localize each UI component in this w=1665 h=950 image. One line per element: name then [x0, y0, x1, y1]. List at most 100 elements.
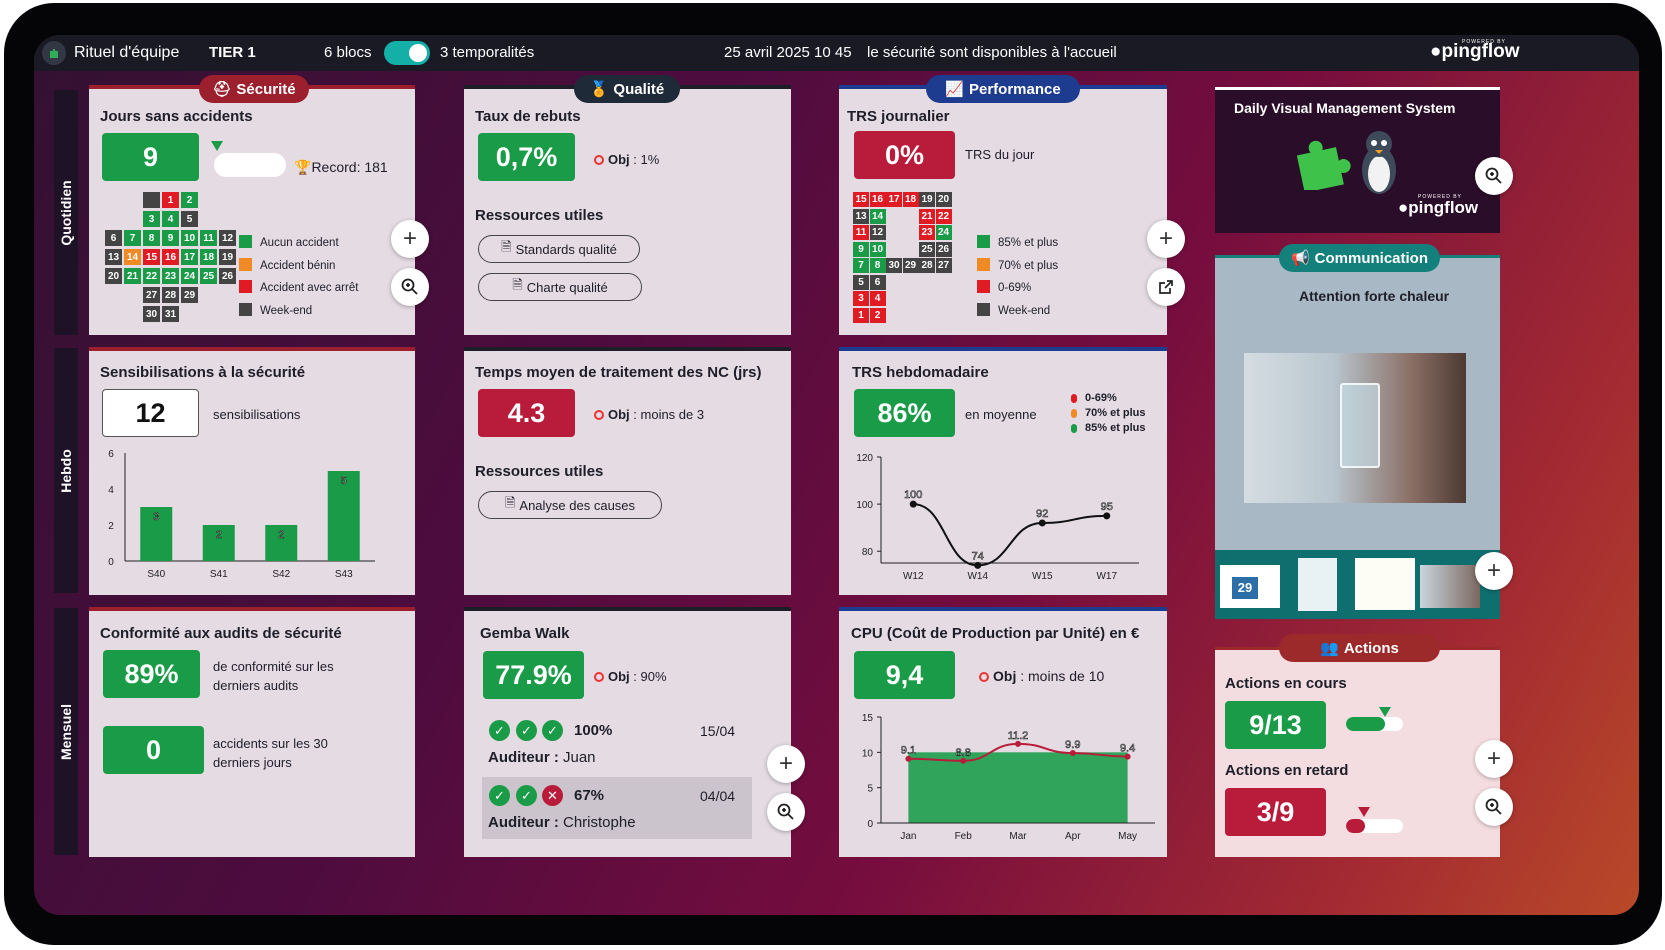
y-tick-label: 80: [862, 547, 874, 558]
add-button[interactable]: +: [767, 745, 805, 783]
trs-weekly-value: 86%: [854, 389, 955, 437]
resource-charte-qualite[interactable]: 🗎 Charte qualité: [478, 273, 642, 301]
device-frame: Rituel d'équipe TIER 1 6 blocs 3 tempora…: [4, 3, 1662, 945]
calendar-day: 9: [162, 230, 179, 246]
add-button[interactable]: +: [1475, 740, 1513, 778]
y-tick-label: 100: [856, 500, 873, 511]
audit-date: 15/04: [700, 723, 736, 739]
actions-late-bar: [1346, 819, 1403, 833]
calendar-day: [143, 192, 160, 208]
x-tick-label: May: [1118, 831, 1137, 842]
data-label: 74: [972, 550, 984, 562]
y-tick-label: 15: [862, 713, 874, 724]
data-point: [1069, 750, 1076, 757]
progress-marker-icon: [1379, 707, 1391, 717]
document-icon: 🗎: [512, 277, 523, 292]
thumbnail-calendar[interactable]: 29: [1220, 565, 1280, 608]
calendar-day: 10: [869, 241, 886, 257]
puzzle-icon: [1296, 140, 1351, 190]
row-label-weekly: Hebdo: [54, 348, 78, 593]
audit-score: 100%: [574, 722, 613, 739]
temporality-toggle[interactable]: [384, 41, 430, 65]
calendar-day: 6: [105, 230, 122, 246]
target-icon: [979, 672, 989, 682]
progress-marker-icon: [211, 141, 223, 151]
add-button[interactable]: +: [1147, 220, 1185, 258]
resource-standards-qualite[interactable]: 🗎 Standards qualité: [478, 235, 640, 263]
data-point: [960, 757, 967, 764]
cpu-area-chart: 0 5 10 15 9.1 Jan 8.8 Feb 11.2 Mar 9.9 Apr 9.4 May: [862, 713, 1155, 842]
legend-70-plus: 70% et plus: [1071, 407, 1146, 419]
calendar-day: 4: [869, 291, 886, 306]
tab-communication[interactable]: 📢 Communication: [1279, 244, 1440, 272]
zoom-icon[interactable]: [1475, 788, 1513, 826]
trs-daily-value: 0%: [854, 131, 955, 179]
record-value: 🏆Record: 181: [294, 159, 388, 175]
data-label: 92: [1036, 508, 1048, 520]
bar: [202, 525, 235, 561]
external-link-icon[interactable]: [1147, 268, 1185, 306]
calendar-day: 21: [124, 268, 141, 284]
calendar-day: 12: [869, 225, 886, 240]
y-tick-label: 2: [108, 521, 114, 532]
app-logo-icon[interactable]: [42, 41, 66, 65]
calendar-day: 31: [162, 306, 179, 322]
calendar-day: 30: [886, 258, 902, 273]
audit-date: 04/04: [700, 788, 736, 804]
check-icon: ✓: [516, 720, 537, 741]
legend-0-69: 0-69%: [1071, 392, 1117, 404]
calendar-day: 16: [162, 249, 179, 265]
audit-row[interactable]: ✓ ✓ ✕ 67% 04/04 Auditeur : Christophe: [482, 777, 752, 839]
pingflow-mark-icon: ●: [1430, 41, 1442, 62]
row-label-daily: Quotidien: [54, 90, 78, 335]
compliance-caption-line1: de conformité sur les: [213, 659, 334, 674]
legend-weekend: Week-end: [977, 303, 1050, 317]
tier-label[interactable]: TIER 1: [209, 44, 256, 61]
tab-qualite[interactable]: 🏅 Qualité: [574, 75, 680, 103]
zoom-icon[interactable]: [1475, 157, 1513, 195]
calendar-day: 5: [181, 211, 198, 227]
tab-actions[interactable]: 👥 Actions: [1279, 634, 1440, 662]
data-label: 100: [904, 489, 922, 501]
tab-performance[interactable]: 📈 Performance: [926, 75, 1080, 103]
audit-row[interactable]: ✓ ✓ ✓ 100% 15/04 Auditeur : Juan: [482, 715, 752, 775]
calendar-day: 26: [935, 241, 952, 257]
card-safety-audit-compliance: Conformité aux audits de sécurité 89% de…: [89, 607, 415, 857]
bar: [265, 525, 298, 561]
data-label: 9.9: [1065, 739, 1080, 751]
thumbnail-poster[interactable]: [1298, 558, 1337, 611]
zoom-icon[interactable]: [391, 268, 429, 306]
card-title: Conformité aux audits de sécurité: [100, 625, 342, 642]
x-tick-label: W15: [1032, 571, 1053, 582]
thumbnail-image[interactable]: [1420, 565, 1480, 608]
blocks-count: 6 blocs: [324, 44, 372, 61]
resources-title: Ressources utiles: [475, 207, 604, 224]
card-title: TRS journalier: [847, 108, 950, 125]
legend-no-accident: Aucun accident: [239, 235, 339, 249]
zoom-icon[interactable]: [767, 793, 805, 831]
cross-icon: ✕: [542, 785, 563, 806]
water-glass-image[interactable]: [1244, 353, 1466, 503]
tab-securite[interactable]: ⛑ Sécurité: [199, 75, 309, 103]
document-icon: 🗎: [501, 239, 512, 254]
calendar-day: 20: [935, 192, 952, 207]
thumbnail-document[interactable]: [1355, 558, 1415, 610]
auditor: Auditeur : Juan: [488, 749, 596, 766]
actions-in-progress-label: Actions en cours: [1225, 675, 1347, 692]
card-title: Jours sans accidents: [100, 108, 253, 125]
trophy-icon: 🏆: [294, 159, 312, 175]
target-icon: [594, 155, 604, 165]
add-button[interactable]: +: [1475, 552, 1513, 590]
calendar-day: 7: [853, 258, 869, 273]
card-actions: Actions en cours 9/13 Actions en retard …: [1215, 647, 1500, 857]
data-label: 9.4: [1120, 743, 1135, 755]
legend-lost-time-accident: Accident avec arrêt: [239, 280, 358, 294]
calendar-day: 19: [219, 249, 236, 265]
dvms-brand: POWERED BY ●pingflow: [1398, 194, 1479, 217]
check-icon: ✓: [516, 785, 537, 806]
card-gemba-walk: Gemba Walk 77.9% Obj : 90% ✓ ✓ ✓ 100% 15…: [464, 607, 791, 857]
resource-analyse-des-causes[interactable]: 🗎 Analyse des causes: [478, 491, 662, 519]
calendar-day: 13: [853, 208, 869, 224]
add-button[interactable]: +: [391, 220, 429, 258]
